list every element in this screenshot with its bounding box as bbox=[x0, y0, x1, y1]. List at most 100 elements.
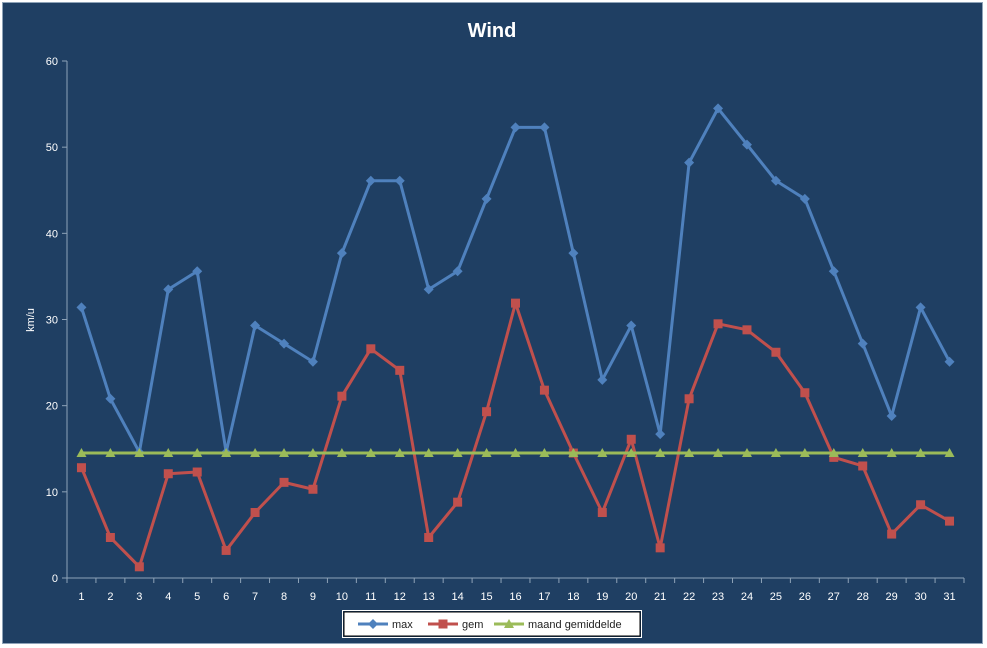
data-point bbox=[800, 388, 810, 398]
data-point bbox=[539, 448, 550, 458]
series-line bbox=[80, 106, 951, 454]
legend-label: max bbox=[392, 619, 413, 631]
data-point bbox=[105, 393, 116, 404]
x-tick-label: 12 bbox=[394, 591, 406, 603]
data-point bbox=[221, 545, 231, 555]
data-point bbox=[655, 429, 666, 440]
data-point bbox=[482, 407, 492, 417]
data-point bbox=[279, 477, 289, 487]
data-point bbox=[105, 448, 116, 458]
data-point bbox=[828, 448, 839, 458]
data-point bbox=[250, 508, 260, 518]
data-point bbox=[799, 193, 810, 204]
data-point bbox=[713, 448, 724, 458]
data-point bbox=[741, 139, 752, 150]
data-point bbox=[886, 448, 897, 458]
x-tick-label: 3 bbox=[136, 591, 142, 603]
data-point bbox=[308, 484, 318, 494]
data-point bbox=[424, 533, 434, 543]
x-tick-label: 21 bbox=[654, 591, 666, 603]
data-point bbox=[799, 448, 810, 458]
data-point bbox=[626, 448, 637, 458]
data-point bbox=[887, 529, 897, 539]
data-point bbox=[76, 302, 87, 313]
data-point bbox=[944, 356, 955, 367]
data-point bbox=[944, 448, 955, 458]
data-point bbox=[568, 448, 579, 458]
series-max bbox=[76, 103, 955, 458]
data-point bbox=[336, 248, 347, 259]
data-point bbox=[481, 193, 492, 204]
x-tick-label: 27 bbox=[828, 591, 840, 603]
data-point bbox=[684, 157, 695, 168]
legend-entry: max bbox=[358, 619, 413, 631]
data-point bbox=[279, 448, 290, 458]
x-tick-label: 26 bbox=[799, 591, 811, 603]
series-layer bbox=[76, 103, 955, 572]
data-point bbox=[453, 497, 463, 507]
x-tick-label: 14 bbox=[452, 591, 464, 603]
data-point bbox=[365, 448, 376, 458]
data-point bbox=[337, 391, 347, 401]
data-point bbox=[626, 434, 636, 444]
x-tick-label: 4 bbox=[165, 591, 171, 603]
data-point bbox=[655, 543, 665, 553]
data-point bbox=[771, 347, 781, 357]
data-point bbox=[163, 469, 173, 479]
data-point bbox=[742, 325, 752, 335]
legend-label: gem bbox=[462, 619, 483, 631]
data-point bbox=[655, 448, 666, 458]
x-tick-label: 8 bbox=[281, 591, 287, 603]
legend-swatch-marker bbox=[438, 619, 448, 629]
data-point bbox=[336, 448, 347, 458]
data-point bbox=[163, 284, 174, 295]
series-maand-gemiddelde bbox=[76, 448, 955, 458]
data-point bbox=[105, 533, 115, 543]
y-tick-label: 20 bbox=[46, 401, 58, 413]
x-tick-label: 29 bbox=[886, 591, 898, 603]
legend-entry: maand gemiddelde bbox=[494, 619, 622, 631]
data-point bbox=[452, 266, 463, 277]
data-point bbox=[510, 448, 521, 458]
data-point bbox=[539, 385, 549, 395]
data-point bbox=[221, 448, 232, 458]
data-point bbox=[886, 411, 897, 422]
x-tick-label: 6 bbox=[223, 591, 229, 603]
data-point bbox=[76, 448, 87, 458]
y-tick-label: 60 bbox=[46, 56, 58, 68]
data-point bbox=[858, 461, 868, 471]
chart-title: Wind bbox=[468, 20, 517, 42]
data-point bbox=[568, 248, 579, 259]
data-point bbox=[279, 338, 290, 349]
data-point bbox=[945, 516, 955, 526]
x-tick-label: 5 bbox=[194, 591, 200, 603]
data-point bbox=[395, 365, 405, 375]
x-tick-label: 16 bbox=[509, 591, 521, 603]
data-point bbox=[539, 122, 550, 133]
data-point bbox=[394, 175, 405, 186]
data-point bbox=[597, 374, 608, 385]
data-point bbox=[511, 298, 520, 308]
data-point bbox=[713, 319, 723, 329]
data-point bbox=[452, 448, 463, 458]
data-point bbox=[365, 175, 376, 186]
data-point bbox=[916, 500, 926, 510]
y-tick-label: 50 bbox=[46, 142, 58, 154]
data-point bbox=[307, 356, 318, 367]
x-tick-label: 25 bbox=[770, 591, 782, 603]
data-point bbox=[684, 394, 694, 404]
legend-outline bbox=[342, 610, 642, 638]
data-point bbox=[829, 452, 839, 462]
x-tick-label: 23 bbox=[712, 591, 724, 603]
data-point bbox=[192, 266, 203, 277]
data-point bbox=[857, 338, 868, 349]
legend-entry: gem bbox=[428, 619, 483, 631]
y-tick-label: 10 bbox=[46, 487, 58, 499]
legend: max gem maand gemiddelde bbox=[342, 610, 642, 638]
x-tick-label: 22 bbox=[683, 591, 695, 603]
x-tick-label: 28 bbox=[857, 591, 869, 603]
legend-box bbox=[343, 611, 641, 637]
data-point bbox=[192, 448, 203, 458]
